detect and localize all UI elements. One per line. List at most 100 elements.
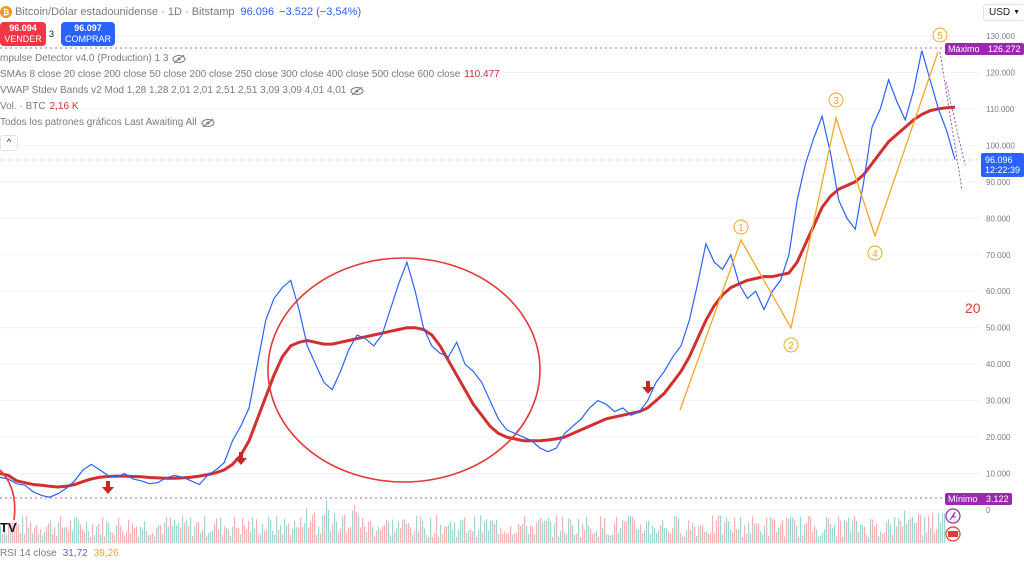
volume-bar [690,530,692,543]
volume-bar [56,535,58,543]
volume-bar [264,530,266,543]
volume-bar [944,513,946,543]
volume-bar [106,521,108,543]
volume-bar [276,515,278,543]
volume-bar [364,526,366,543]
volume-bar [248,520,250,543]
volume-bar [732,532,734,543]
volume-bar [332,524,334,543]
volume-bar [534,534,536,543]
volume-bar [742,536,744,543]
volume-bar [396,528,398,543]
indicator-name: SMAs 8 close 20 close 200 close 50 close… [0,69,461,80]
volume-bar [780,523,782,543]
volume-bar [750,532,752,543]
price-axis-label: 130.000 [986,32,1015,41]
volume-bar [644,530,646,543]
volume-bar [676,516,678,543]
volume-bar [486,519,488,543]
volume-bar [40,529,42,543]
volume-bar [256,519,258,543]
volume-bar [756,523,758,543]
volume-bar [310,520,312,543]
rsi-legend[interactable]: RSI 14 close 31,72 39,26 [0,548,119,559]
min-value: 3.122 [986,494,1009,504]
indicator-patterns[interactable]: Todos los patrones gráficos Last Awaitin… [0,117,215,128]
volume-bar [880,531,882,543]
volume-bar [544,520,546,543]
indicator-icon-1[interactable] [945,508,961,524]
volume-bar [438,536,440,543]
volume-bar [410,527,412,543]
volume-bar [652,525,654,543]
volume-bar [822,532,824,543]
volume-bar [288,523,290,543]
volume-bar [942,513,944,543]
volume-bar [176,525,178,543]
volume-bar [418,531,420,543]
volume-bar [572,525,574,543]
buy-button[interactable]: 96.097 COMPRAR [61,22,115,46]
volume-bar [592,534,594,543]
volume-bar [718,515,720,543]
indicator-smas[interactable]: SMAs 8 close 20 close 200 close 50 close… [0,69,500,80]
volume-bar [46,526,48,543]
volume-bar [636,529,638,543]
volume-bars [0,500,946,543]
flag-icon[interactable] [945,526,961,542]
max-value: 126.272 [988,44,1021,54]
indicator-vwap[interactable]: VWAP Stdev Bands v2 Mod 1,28 1,28 2,01 2… [0,85,364,96]
last-price-tag: 96.096 12:22:39 [981,153,1024,177]
volume-bar [312,515,314,543]
price-axis-label: 70.000 [986,251,1011,260]
min-label: Mínimo [948,494,978,504]
indicator-impulse[interactable]: mpulse Detector v4.0 (Production) 1 3 [0,53,186,64]
volume-bar [734,517,736,543]
indicator-name: mpulse Detector v4.0 (Production) 1 3 [0,53,169,64]
volume-bar [124,535,126,543]
volume-bar [488,530,490,543]
volume-bar [678,518,680,543]
volume-bar [454,522,456,543]
volume-bar [48,523,50,543]
volume-bar [540,517,542,543]
volume-bar [460,520,462,543]
volume-bar [384,524,386,543]
volume-bar [858,532,860,543]
volume-bar [586,517,588,543]
volume-bar [634,520,636,543]
volume-bar [904,510,906,543]
volume-bar [616,516,618,543]
sma-line [0,105,956,489]
volume-bar [662,519,664,543]
volume-bar [868,536,870,543]
volume-bar [500,527,502,543]
volume-bar [494,523,496,543]
volume-bar [748,522,750,543]
volume-bar [606,533,608,543]
min-tag: Mínimo 3.122 [945,493,1012,505]
volume-bar [162,534,164,543]
collapse-legend-button[interactable]: ^ [0,135,18,151]
volume-bar [110,531,112,543]
volume-bar [786,517,788,543]
symbol-title[interactable]: Bitcoin/Dólar estadounidense · 1D · Bits… [15,6,235,18]
volume-bar [744,525,746,543]
indicator-volume[interactable]: Vol. · BTC 2,16 K [0,101,79,112]
volume-bar [836,536,838,543]
eye-off-icon[interactable] [350,86,364,96]
volume-bar [802,535,804,543]
volume-bar [208,532,210,543]
volume-bar [848,517,850,543]
volume-bar [6,535,8,543]
price-axis[interactable]: 130.000 120.000 110.000 100.000 90.000 80.000… [986,32,1015,515]
eye-off-icon[interactable] [172,54,186,64]
volume-bar [798,536,800,543]
sell-button[interactable]: 96.094 VENDER [0,22,46,46]
volume-bar [440,524,442,543]
currency-selector[interactable]: USD ▼ [983,4,1024,21]
price-axis-label: 0 [986,506,991,515]
eye-off-icon[interactable] [201,118,215,128]
volume-bar [468,530,470,543]
